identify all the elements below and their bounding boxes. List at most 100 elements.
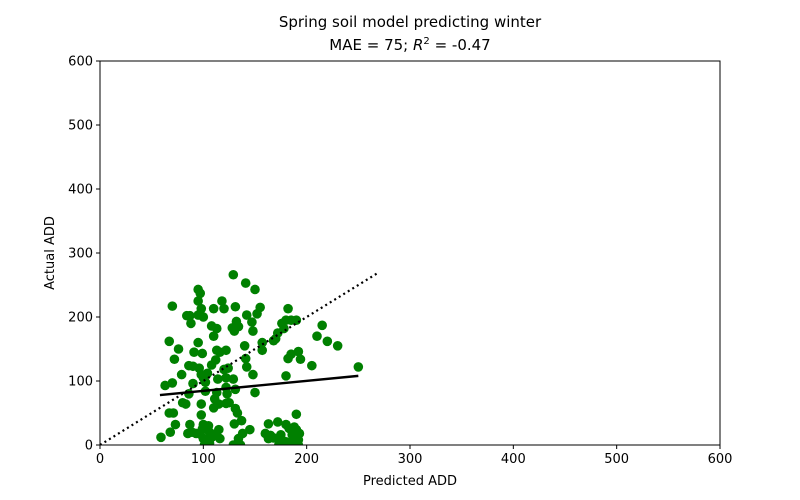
data-point	[317, 320, 327, 331]
data-point	[248, 326, 258, 336]
data-point	[235, 440, 246, 445]
data-point	[188, 378, 198, 389]
data-point	[195, 288, 206, 299]
data-point	[307, 360, 317, 371]
y-tick-label: 0	[85, 439, 93, 454]
y-tick-label: 600	[68, 55, 93, 70]
data-point	[196, 399, 207, 409]
data-point	[156, 432, 166, 443]
data-point	[206, 432, 217, 443]
data-point	[291, 315, 302, 326]
title-mae-text: MAE = 75;	[329, 36, 413, 54]
data-point	[283, 303, 293, 314]
plot-area: 0 100 200 300 400 500 600 0 100 200 300 400 500 600	[68, 55, 732, 468]
x-tick-label: 600	[708, 452, 733, 467]
identity-line	[100, 272, 378, 445]
data-point	[185, 310, 195, 321]
data-point	[295, 354, 306, 365]
data-point	[245, 424, 255, 435]
data-point	[255, 302, 265, 313]
data-point	[240, 278, 251, 288]
data-point	[222, 389, 232, 399]
data-point	[279, 440, 289, 445]
chart-title-line1: Spring soil model predicting winter	[279, 13, 542, 31]
data-point	[198, 312, 209, 322]
data-point	[232, 408, 243, 418]
data-point	[312, 331, 322, 342]
y-tick-label: 400	[68, 183, 93, 198]
x-tick-label: 300	[398, 452, 423, 467]
data-point	[279, 323, 289, 334]
data-point	[221, 345, 231, 356]
x-tick-label: 200	[294, 452, 319, 467]
data-point	[263, 419, 274, 429]
data-point	[208, 303, 219, 314]
data-point	[202, 368, 213, 379]
x-axis-label: Predicted ADD	[363, 474, 457, 489]
data-point	[272, 417, 283, 427]
title-r-exponent: 2	[423, 36, 429, 47]
data-point	[164, 336, 175, 347]
y-axis-label: Actual ADD	[43, 216, 58, 290]
data-point	[169, 354, 180, 365]
data-point	[229, 419, 240, 429]
data-point	[167, 301, 178, 311]
data-point	[241, 310, 252, 320]
data-point	[240, 353, 251, 364]
regression-fit-line	[159, 374, 359, 397]
data-point	[211, 323, 222, 334]
data-point	[193, 296, 203, 306]
data-point	[268, 433, 279, 443]
data-point	[160, 380, 170, 391]
data-point	[230, 301, 241, 312]
data-point	[196, 410, 207, 420]
data-point	[176, 369, 187, 380]
data-point	[250, 387, 260, 398]
y-tick-label: 500	[68, 119, 93, 134]
data-point	[237, 428, 248, 439]
data-point	[193, 337, 203, 348]
data-layer	[100, 269, 378, 445]
y-tick-label: 200	[68, 311, 93, 326]
data-point	[228, 374, 239, 384]
data-point	[186, 318, 196, 329]
data-point	[168, 408, 179, 418]
data-point	[200, 377, 211, 388]
data-point	[219, 303, 229, 314]
data-point	[236, 415, 247, 426]
data-point	[257, 337, 268, 348]
data-point	[203, 421, 214, 431]
data-point	[247, 317, 257, 327]
data-point	[286, 349, 296, 359]
data-point	[170, 419, 181, 430]
data-point	[228, 269, 239, 280]
y-tick-label: 300	[68, 247, 93, 262]
data-point	[208, 331, 219, 342]
data-point	[173, 344, 184, 354]
data-point	[224, 397, 234, 408]
data-point	[189, 347, 199, 358]
y-tick-label: 100	[68, 375, 93, 390]
x-tick-label: 500	[604, 452, 629, 467]
data-point	[332, 341, 343, 351]
data-point	[241, 362, 252, 372]
data-point	[185, 419, 195, 430]
data-point	[217, 296, 227, 306]
x-tick-label: 400	[501, 452, 526, 467]
data-point	[293, 440, 304, 445]
data-point	[215, 433, 225, 444]
data-point	[233, 321, 244, 332]
title-r-symbol: R	[413, 36, 423, 54]
data-point	[281, 371, 291, 381]
data-point	[210, 355, 221, 365]
x-tick-label: 100	[191, 452, 216, 467]
data-point	[180, 399, 191, 409]
data-point	[322, 336, 333, 347]
data-point	[223, 363, 233, 374]
title-r2-value: = -0.47	[430, 36, 491, 54]
data-point	[221, 373, 231, 383]
data-point	[257, 345, 268, 356]
data-point	[250, 284, 260, 295]
data-point	[291, 409, 302, 420]
